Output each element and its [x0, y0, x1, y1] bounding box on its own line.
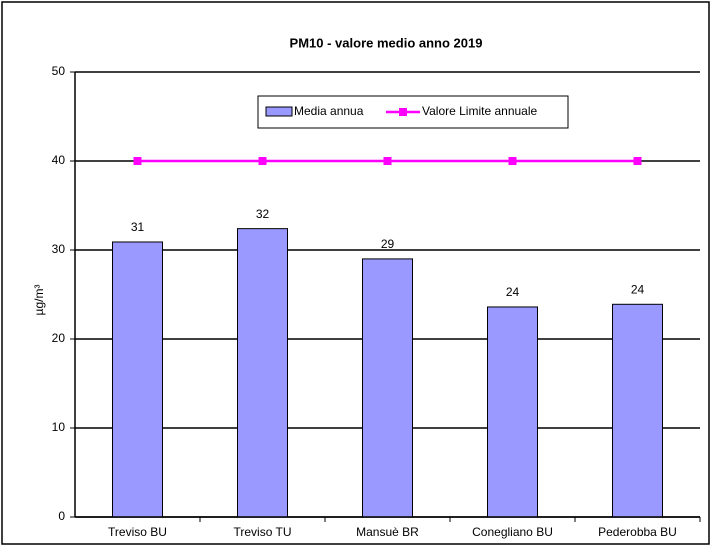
legend-swatch — [265, 106, 293, 117]
marker — [508, 157, 517, 165]
marker — [383, 157, 392, 165]
legend-label: Media annua — [294, 104, 364, 118]
bar — [487, 306, 538, 518]
y-tick-label: 40 — [52, 153, 66, 167]
value-label: 32 — [256, 207, 270, 221]
y-tick-label: 50 — [52, 64, 66, 78]
y-tick-label: 20 — [52, 331, 66, 345]
y-tick-label: 10 — [52, 420, 66, 434]
x-tick-label: Pederobba BU — [598, 525, 677, 539]
x-tick-label: Treviso BU — [108, 525, 167, 539]
y-axis-label: µg/m³ — [32, 285, 46, 316]
marker — [633, 157, 642, 165]
legend-marker — [399, 108, 407, 116]
value-label: 31 — [131, 220, 145, 234]
bar — [237, 228, 288, 518]
bar — [112, 241, 163, 518]
bar — [362, 258, 413, 518]
value-label: 24 — [631, 282, 645, 296]
x-tick-label: Treviso TU — [233, 525, 291, 539]
x-tick-label: Conegliano BU — [472, 525, 553, 539]
value-label: 24 — [506, 285, 520, 299]
y-tick-label: 30 — [52, 242, 66, 256]
marker — [133, 157, 142, 165]
legend-label: Valore Limite annuale — [422, 104, 538, 118]
value-label: 29 — [381, 237, 395, 251]
y-tick-label: 0 — [58, 509, 65, 523]
chart-title: PM10 - valore medio anno 2019 — [290, 35, 483, 50]
marker — [258, 157, 267, 165]
bar — [612, 303, 663, 518]
x-tick-label: Mansuè BR — [356, 525, 419, 539]
